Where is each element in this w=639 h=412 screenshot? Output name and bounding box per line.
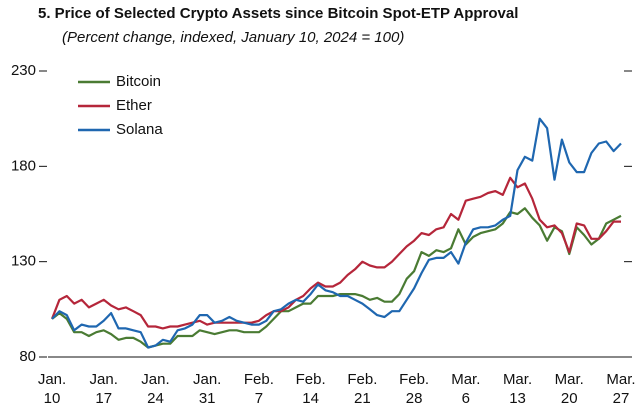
x-tick-label: Mar. 6 xyxy=(451,371,481,407)
series-line xyxy=(50,176,621,330)
legend-label: Ether xyxy=(116,97,152,114)
chart-title: 5. Price of Selected Crypto Assets since… xyxy=(38,5,518,22)
x-tick-label: Feb. 7 xyxy=(243,371,274,407)
legend-label: Solana xyxy=(116,121,163,138)
y-tick-label: 230 xyxy=(11,62,36,79)
legend-label: Bitcoin xyxy=(116,73,161,90)
x-tick-label: Feb. 21 xyxy=(347,371,378,407)
y-tick-label: 180 xyxy=(11,157,36,174)
x-tick-label: Feb. 14 xyxy=(295,371,326,407)
x-tick-label: Jan. 17 xyxy=(89,371,118,407)
x-tick-label: Jan. 10 xyxy=(37,371,67,407)
series-line xyxy=(51,207,622,349)
x-tick-label: Mar. 20 xyxy=(554,371,584,407)
y-tick-label: 130 xyxy=(11,253,36,270)
x-tick-label: Feb. 28 xyxy=(399,371,430,407)
x-tick-label: Jan. 31 xyxy=(192,371,222,407)
chart-subtitle: (Percent change, indexed, January 10, 20… xyxy=(62,29,404,46)
x-tick-label: Jan. 24 xyxy=(141,371,170,407)
x-tick-label: Mar. 13 xyxy=(502,371,533,407)
x-tick-label: Mar. 27 xyxy=(606,371,636,407)
series-line xyxy=(51,117,622,349)
y-tick-label: 80 xyxy=(19,348,36,365)
